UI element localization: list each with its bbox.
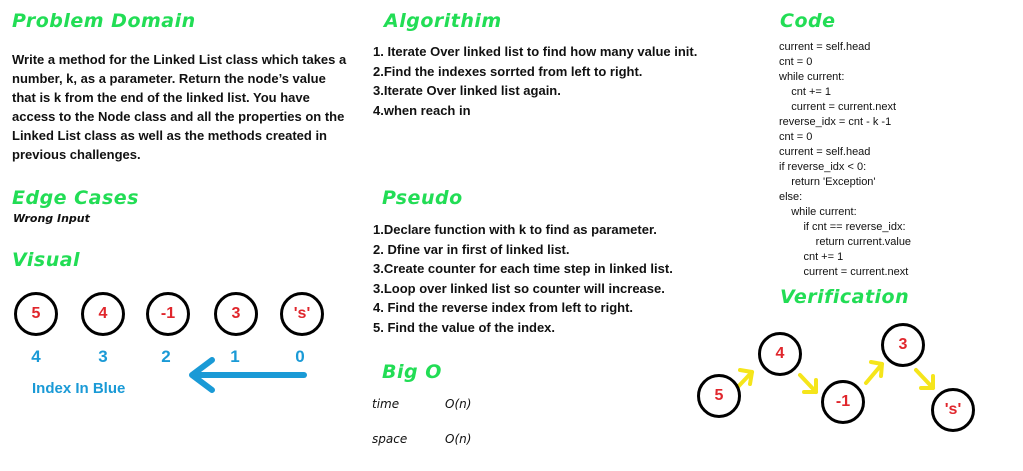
algorithm-step: 2.Find the indexes sorrted from left to … — [373, 63, 643, 79]
visual-node: 's' — [280, 292, 324, 336]
problem-domain-heading: Problem Domain — [12, 10, 196, 32]
verification-node: -1 — [821, 380, 865, 424]
code-line: cnt += 1 — [779, 86, 831, 98]
code-line: while current: — [779, 71, 845, 83]
edge-cases-heading: Edge Cases — [12, 187, 139, 209]
visual-node: 3 — [214, 292, 258, 336]
algorithm-step: 3.Iterate Over linked list again. — [373, 83, 561, 98]
pseudo-step: 1.Declare function with k to find as par… — [373, 222, 657, 237]
algorithm-step: 1. Iterate Over linked list to find how … — [373, 44, 698, 59]
pseudo-heading: Pseudo — [382, 187, 463, 209]
verification-node: 5 — [697, 374, 741, 418]
code-heading: Code — [780, 10, 836, 32]
code-line: else: — [779, 191, 803, 203]
verification-node: 3 — [881, 323, 925, 367]
code-line: if cnt == reverse_idx: — [779, 221, 906, 233]
algorithm-steps: 1. Iterate Over linked list to find how … — [373, 42, 697, 120]
pseudo-step: 3.Create counter for each time step in l… — [373, 261, 673, 276]
visual-node: 5 — [14, 292, 58, 336]
index-label: 2 — [161, 347, 171, 366]
code-line: return 'Exception' — [779, 176, 876, 188]
pseudo-step: 3.Loop over linked list so counter will … — [373, 280, 665, 296]
index-label: 1 — [230, 347, 240, 366]
code-line: if reverse_idx < 0: — [779, 161, 867, 173]
space-label: space — [372, 432, 408, 446]
visual-heading: Visual — [12, 249, 81, 271]
left-arrow-icon — [189, 357, 307, 393]
index-label: 4 — [31, 347, 41, 366]
arrow-down-right-icon — [914, 368, 935, 390]
big-o-heading: Big O — [382, 361, 442, 383]
pseudo-step: 5. Find the value of the index. — [373, 319, 556, 335]
pseudo-steps: 1.Declare function with k to find as par… — [373, 220, 673, 337]
code-line: while current: — [779, 206, 857, 218]
code-line: cnt = 0 — [779, 131, 813, 143]
index-caption: Index In Blue — [32, 380, 126, 397]
pseudo-step: 4. Find the reverse index from left to r… — [373, 300, 634, 315]
arrow-down-right-icon — [798, 373, 818, 394]
algorithm-heading: Algorithim — [384, 10, 502, 32]
code-line: current = current.next — [779, 101, 897, 113]
pseudo-step: 2. Dfine var in first of linked list. — [373, 241, 570, 257]
arrow-up-right-icon — [864, 362, 884, 385]
time-value: O(n) — [445, 397, 472, 411]
code-line: cnt += 1 — [779, 251, 844, 263]
problem-domain-text: Write a method for the Linked List class… — [12, 52, 347, 162]
code-line: current = self.head — [779, 41, 871, 53]
verification-node: 4 — [758, 332, 802, 376]
index-label: 0 — [295, 347, 305, 366]
code-line: current = current.next — [779, 266, 909, 278]
time-label: time — [372, 397, 400, 411]
algorithm-step: 4.when reach in — [373, 102, 471, 118]
index-label: 3 — [98, 347, 108, 366]
code-line: cnt = 0 — [779, 56, 813, 68]
visual-node: -1 — [146, 292, 190, 336]
verification-node: 's' — [931, 388, 975, 432]
edge-cases-text: Wrong Input — [13, 212, 90, 225]
code-line: return current.value — [779, 236, 912, 248]
code-block: current = self.head cnt = 0 while curren… — [779, 40, 911, 280]
verification-heading: Verification — [780, 286, 910, 308]
code-line: current = self.head — [779, 146, 871, 158]
code-line: reverse_idx = cnt - k -1 — [779, 116, 892, 128]
space-value: O(n) — [445, 432, 472, 446]
visual-node: 4 — [81, 292, 125, 336]
